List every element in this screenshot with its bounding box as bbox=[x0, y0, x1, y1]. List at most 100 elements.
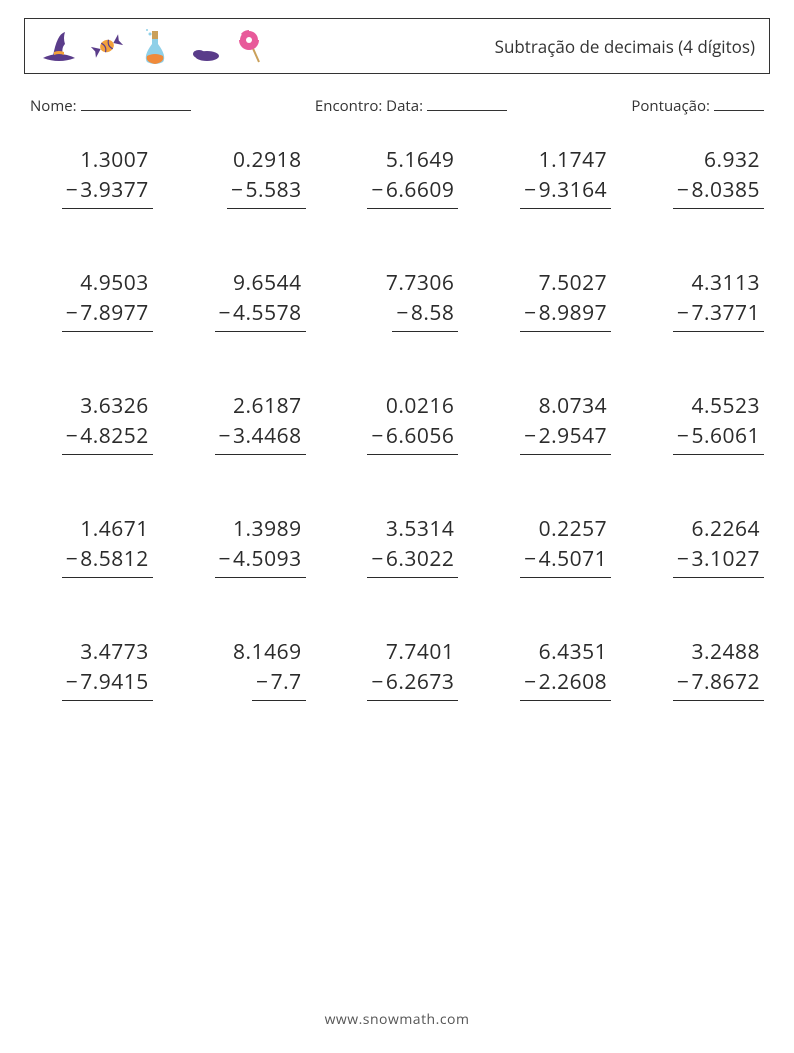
subtrahend-row: −5.583 bbox=[227, 176, 306, 209]
minuend: 6.2264 bbox=[687, 515, 764, 545]
score-blank[interactable] bbox=[714, 96, 764, 111]
minus-operator: − bbox=[66, 422, 79, 450]
subtrahend-row: −3.9377 bbox=[62, 176, 153, 209]
minuend: 0.2918 bbox=[229, 146, 306, 176]
minuend: 0.0216 bbox=[382, 392, 459, 422]
date-label: Encontro: Data: bbox=[315, 96, 423, 116]
minus-operator: − bbox=[219, 422, 232, 450]
subtrahend: 3.4468 bbox=[233, 422, 302, 450]
witch-hat-icon bbox=[39, 26, 79, 66]
minus-operator: − bbox=[677, 299, 690, 327]
header-box: Subtração de decimais (4 dígitos) bbox=[24, 18, 770, 74]
subtrahend: 5.6061 bbox=[691, 422, 760, 450]
subtrahend: 7.8977 bbox=[80, 299, 149, 327]
problems-grid: 1.3007−3.9377 0.2918−5.583 5.1649−6.6609 1.… bbox=[24, 146, 770, 701]
minuend: 4.5523 bbox=[687, 392, 764, 422]
subtraction-problem: 3.5314−6.3022 bbox=[336, 515, 459, 578]
subtraction-problem: 1.1747−9.3164 bbox=[488, 146, 611, 209]
minuend: 1.3989 bbox=[229, 515, 306, 545]
minus-operator: − bbox=[524, 668, 537, 696]
subtrahend-row: −6.6056 bbox=[367, 422, 458, 455]
subtraction-problem: 7.7401−6.2673 bbox=[336, 638, 459, 701]
minus-operator: − bbox=[677, 668, 690, 696]
subtrahend: 7.9415 bbox=[80, 668, 149, 696]
subtraction-problem: 5.1649−6.6609 bbox=[336, 146, 459, 209]
minus-operator: − bbox=[66, 545, 79, 573]
subtrahend-row: −6.3022 bbox=[367, 545, 458, 578]
subtraction-problem: 8.1469−7.7 bbox=[183, 638, 306, 701]
subtrahend: 4.5578 bbox=[233, 299, 302, 327]
minus-operator: − bbox=[677, 176, 690, 204]
subtrahend: 8.9897 bbox=[539, 299, 608, 327]
minus-operator: − bbox=[219, 545, 232, 573]
minuend: 4.9503 bbox=[76, 269, 153, 299]
minus-operator: − bbox=[524, 545, 537, 573]
worksheet-title: Subtração de decimais (4 dígitos) bbox=[495, 35, 755, 58]
minuend: 7.7401 bbox=[382, 638, 459, 668]
minuend: 6.4351 bbox=[535, 638, 612, 668]
subtraction-problem: 9.6544−4.5578 bbox=[183, 269, 306, 332]
subtrahend-row: −6.2673 bbox=[367, 668, 458, 701]
subtrahend: 7.7 bbox=[271, 668, 302, 696]
subtrahend: 4.8252 bbox=[80, 422, 149, 450]
minuend: 1.4671 bbox=[76, 515, 153, 545]
subtraction-problem: 7.7306−8.58 bbox=[336, 269, 459, 332]
minuend: 3.2488 bbox=[687, 638, 764, 668]
subtrahend-row: −3.4468 bbox=[215, 422, 306, 455]
subtrahend: 7.3771 bbox=[691, 299, 760, 327]
subtrahend-row: −7.9415 bbox=[62, 668, 153, 701]
subtrahend-row: −4.8252 bbox=[62, 422, 153, 455]
subtrahend: 8.5812 bbox=[80, 545, 149, 573]
moon-icon bbox=[183, 26, 223, 66]
minus-operator: − bbox=[371, 545, 384, 573]
subtrahend: 2.9547 bbox=[539, 422, 608, 450]
subtrahend-row: −7.8977 bbox=[62, 299, 153, 332]
minus-operator: − bbox=[371, 422, 384, 450]
minuend: 9.6544 bbox=[229, 269, 306, 299]
minus-operator: − bbox=[256, 668, 269, 696]
name-blank[interactable] bbox=[81, 96, 191, 111]
minus-operator: − bbox=[66, 668, 79, 696]
subtraction-problem: 3.2488−7.8672 bbox=[641, 638, 764, 701]
subtrahend: 8.58 bbox=[411, 299, 455, 327]
subtrahend-row: −9.3164 bbox=[520, 176, 611, 209]
subtrahend: 6.6056 bbox=[386, 422, 455, 450]
minuend: 8.0734 bbox=[535, 392, 612, 422]
flask-icon bbox=[135, 26, 175, 66]
minuend: 7.5027 bbox=[535, 269, 612, 299]
subtrahend: 4.5071 bbox=[539, 545, 608, 573]
meta-row: Nome: Encontro: Data: Pontuação: bbox=[30, 96, 764, 116]
subtraction-problem: 4.3113−7.3771 bbox=[641, 269, 764, 332]
subtrahend: 7.8672 bbox=[691, 668, 760, 696]
minus-operator: − bbox=[524, 422, 537, 450]
subtraction-problem: 1.4671−8.5812 bbox=[30, 515, 153, 578]
minus-operator: − bbox=[231, 176, 244, 204]
subtrahend-row: −4.5071 bbox=[520, 545, 611, 578]
minus-operator: − bbox=[371, 176, 384, 204]
subtrahend-row: −2.2608 bbox=[520, 668, 611, 701]
minus-operator: − bbox=[396, 299, 409, 327]
subtrahend-row: −5.6061 bbox=[673, 422, 764, 455]
minuend: 4.3113 bbox=[687, 269, 764, 299]
subtraction-problem: 6.932−8.0385 bbox=[641, 146, 764, 209]
minus-operator: − bbox=[66, 299, 79, 327]
subtrahend-row: −7.8672 bbox=[673, 668, 764, 701]
subtraction-problem: 6.2264−3.1027 bbox=[641, 515, 764, 578]
minuend: 1.1747 bbox=[535, 146, 612, 176]
subtrahend: 3.1027 bbox=[691, 545, 760, 573]
minuend: 3.5314 bbox=[382, 515, 459, 545]
subtrahend-row: −8.9897 bbox=[520, 299, 611, 332]
subtraction-problem: 0.0216−6.6056 bbox=[336, 392, 459, 455]
minuend: 1.3007 bbox=[76, 146, 153, 176]
subtrahend: 6.2673 bbox=[386, 668, 455, 696]
minuend: 7.7306 bbox=[382, 269, 459, 299]
subtrahend-row: −8.58 bbox=[392, 299, 458, 332]
minuend: 3.4773 bbox=[76, 638, 153, 668]
subtraction-problem: 7.5027−8.9897 bbox=[488, 269, 611, 332]
subtraction-problem: 1.3007−3.9377 bbox=[30, 146, 153, 209]
subtrahend: 8.0385 bbox=[691, 176, 760, 204]
subtraction-problem: 0.2918−5.583 bbox=[183, 146, 306, 209]
date-blank[interactable] bbox=[427, 96, 507, 111]
minus-operator: − bbox=[66, 176, 79, 204]
subtraction-problem: 3.6326−4.8252 bbox=[30, 392, 153, 455]
